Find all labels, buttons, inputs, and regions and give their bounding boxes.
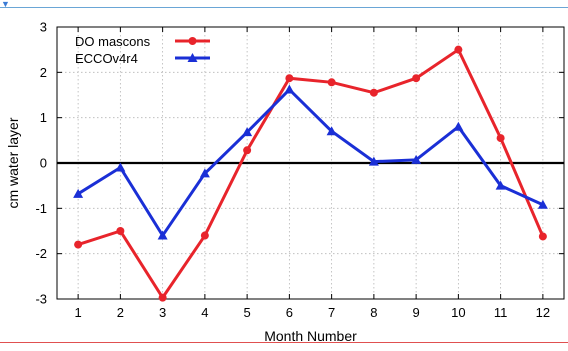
x-tick-label: 8 <box>370 305 377 320</box>
x-tick-label: 6 <box>286 305 293 320</box>
data-point <box>412 74 421 83</box>
x-tick-label: 4 <box>201 305 208 320</box>
x-tick-label: 7 <box>328 305 335 320</box>
data-point <box>454 45 463 54</box>
y-tick-label: -2 <box>35 246 47 261</box>
legend-label: ECCOv4r4 <box>75 51 138 66</box>
data-point <box>284 84 295 94</box>
data-point <box>74 240 83 249</box>
data-point <box>116 227 125 235</box>
bottom-divider <box>0 342 568 343</box>
data-point <box>242 127 253 137</box>
data-point <box>538 232 547 241</box>
data-point <box>327 78 336 87</box>
x-tick-label: 2 <box>117 305 124 320</box>
data-point <box>411 154 422 164</box>
data-point <box>368 156 379 166</box>
data-point <box>73 188 84 198</box>
data-point <box>496 134 505 143</box>
x-tick-label: 11 <box>494 305 508 320</box>
x-tick-label: 5 <box>244 305 251 320</box>
data-point <box>537 199 548 209</box>
data-point <box>369 88 378 97</box>
data-point <box>243 146 252 155</box>
data-point <box>495 180 506 190</box>
legend-label: DO mascons <box>75 34 151 49</box>
x-tick-label: 10 <box>451 305 465 320</box>
x-tick-label: 1 <box>75 305 82 320</box>
x-axis-label: Month Number <box>264 328 357 344</box>
series-line <box>77 47 545 301</box>
series-line <box>77 87 544 239</box>
data-point <box>326 126 337 136</box>
x-tick-label: 9 <box>413 305 420 320</box>
data-point <box>115 162 126 172</box>
data-point <box>453 121 464 131</box>
y-tick-label: -3 <box>35 292 47 307</box>
y-axis-label: cm water layer <box>5 117 21 208</box>
y-tick-label: 0 <box>40 156 47 171</box>
y-tick-label: 2 <box>40 65 47 80</box>
collapse-triangle-icon[interactable]: ▼ <box>1 0 10 9</box>
legend-marker <box>187 53 198 62</box>
y-tick-label: 3 <box>40 20 47 35</box>
x-tick-label: 12 <box>536 305 550 320</box>
y-tick-label: -1 <box>35 201 47 216</box>
data-point <box>200 231 209 240</box>
x-tick-label: 3 <box>159 305 166 320</box>
data-point <box>157 230 168 240</box>
y-tick-label: 1 <box>40 110 47 125</box>
data-point <box>158 293 167 302</box>
top-divider <box>0 7 568 8</box>
legend-marker <box>188 37 197 45</box>
data-point <box>199 168 210 178</box>
data-point <box>285 74 294 83</box>
